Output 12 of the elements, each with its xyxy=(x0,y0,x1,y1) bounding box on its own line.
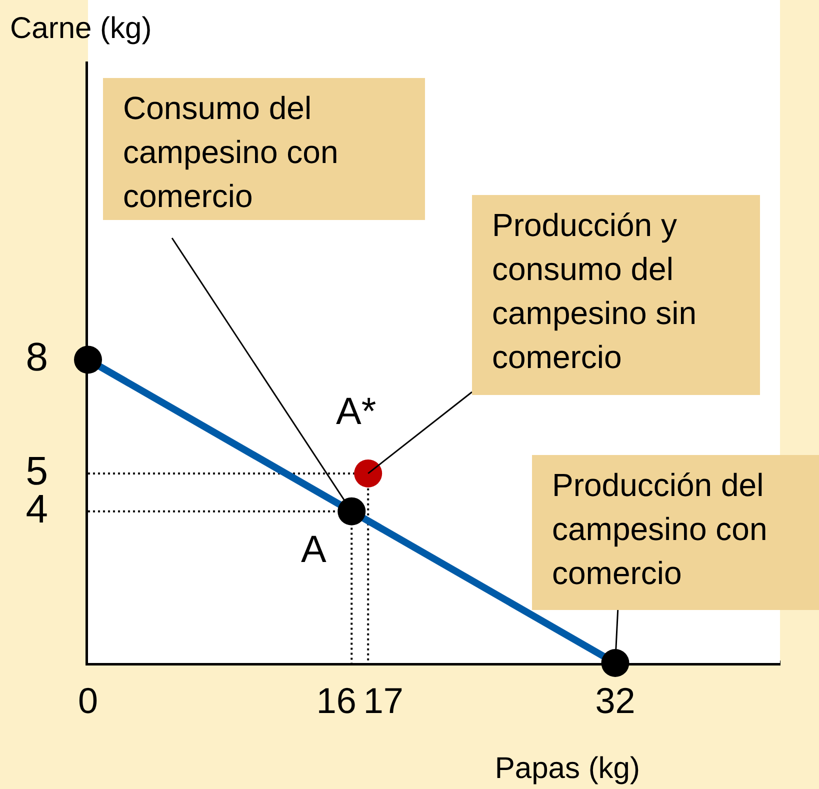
callout-box: Consumo del campesino con comercio xyxy=(103,78,425,220)
x-tick-label: 16 xyxy=(316,680,356,721)
y-tick-label: 8 xyxy=(26,336,48,380)
x-tick-label: 0 xyxy=(78,680,98,721)
x-tick-label: 32 xyxy=(595,680,636,721)
callout-box: Producción del campesino con comercio xyxy=(532,455,819,610)
annotation: A xyxy=(300,528,327,571)
y-axis-title: Carne (kg) xyxy=(10,12,152,45)
x-tick-label: 17 xyxy=(363,680,404,721)
callout-box: Producción y consumo del campesino sin comercio xyxy=(472,195,760,395)
annotation: A* xyxy=(336,390,376,433)
x-axis-title: Papas (kg) xyxy=(494,752,640,785)
